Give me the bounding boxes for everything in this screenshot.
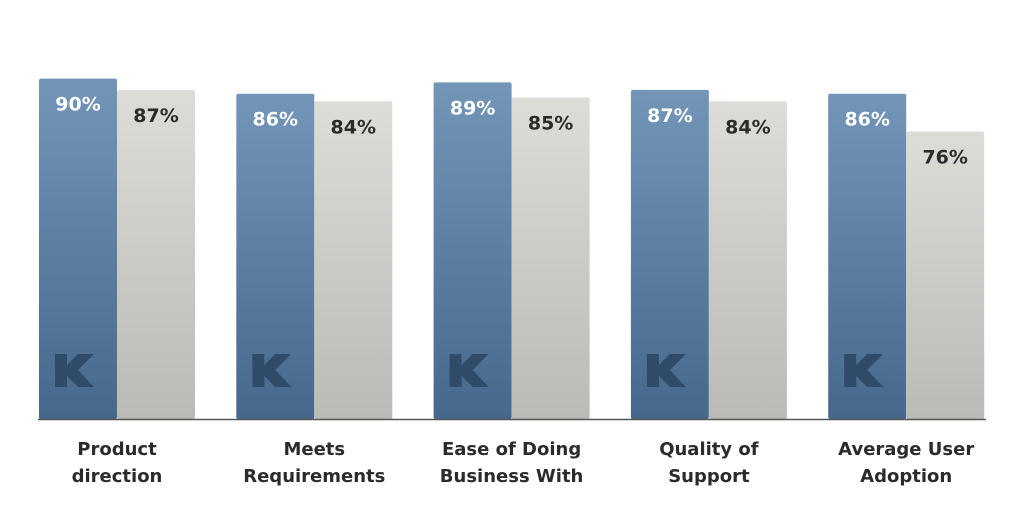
bar-value-label: 84% <box>725 116 770 138</box>
bar-series-1 <box>630 89 709 420</box>
category-label: Quality of Support <box>659 439 759 487</box>
bar-value-label: 85% <box>528 112 573 134</box>
category-label: Ease of Doing Business With <box>440 439 584 487</box>
bar-value-label: 87% <box>647 105 692 127</box>
category-label: Product direction <box>72 439 163 487</box>
k-logo-icon <box>844 354 884 387</box>
bar-series-2 <box>314 101 393 420</box>
bar-value-label: 86% <box>253 109 298 131</box>
bars-group: 90% 87% 86% 84% 89% 85% 87% 84% 86% 76% <box>39 78 985 420</box>
k-logo-icon <box>646 354 686 387</box>
bar-series-2 <box>117 89 195 420</box>
bar-value-label: 76% <box>922 147 967 169</box>
bar-series-2 <box>906 131 985 420</box>
bar-value-label: 86% <box>844 109 889 131</box>
k-logo-icon <box>449 354 489 387</box>
bar-series-1 <box>433 82 512 419</box>
k-logo-icon <box>55 354 94 387</box>
bar-series-1 <box>39 78 117 419</box>
bar-series-1 <box>236 93 315 420</box>
k-logo-icon <box>252 354 292 387</box>
bar-value-label: 87% <box>133 105 178 127</box>
bar-series-1 <box>828 93 907 420</box>
bar-value-label: 84% <box>331 116 376 138</box>
category-label: Average User Adoption <box>838 439 974 487</box>
bar-value-label: 90% <box>55 94 100 116</box>
bar-series-2 <box>511 97 590 419</box>
bar-series-2 <box>708 101 787 420</box>
category-label: Meets Requirements <box>243 439 385 487</box>
bar-value-label: 89% <box>450 97 495 119</box>
category-labels: Product direction Meets Requirements Ease of… <box>72 439 975 487</box>
